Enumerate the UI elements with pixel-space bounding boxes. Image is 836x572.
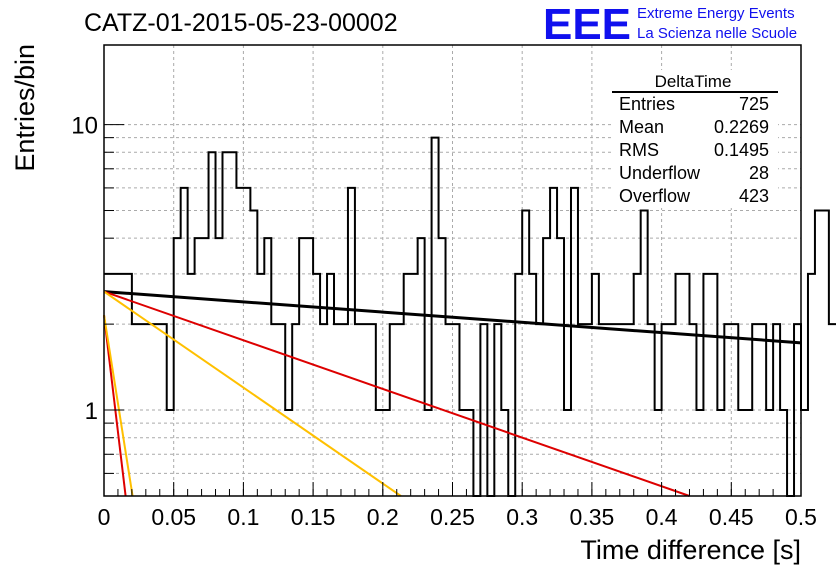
axes: 0 0.05 0.1 0.15 0.2 0.25 0.3 0.35 0.4 0.45 0.5 1 10 — [71, 113, 817, 530]
stats-row-label: Underflow — [619, 163, 701, 183]
stats-row-label: Overflow — [619, 186, 691, 206]
project-name-line2: La Scienza nelle Scuole — [637, 25, 797, 42]
eee-logo: EEE — [543, 0, 631, 49]
run-title: CATZ-01-2015-05-23-00002 — [84, 9, 398, 37]
stats-box-title: DeltaTime — [655, 72, 732, 91]
stats-row-value: 423 — [739, 186, 769, 206]
y-tick-label: 1 — [85, 398, 98, 425]
x-tick-label: 0.05 — [151, 504, 196, 530]
y-axis-title: Entries/bin — [10, 44, 40, 172]
stats-row-label: Mean — [619, 117, 664, 137]
fit-line — [103, 290, 402, 497]
x-tick-label: 0.4 — [646, 504, 678, 530]
stats-box: DeltaTime Entries 725 Mean 0.2269 RMS 0.1495 U… — [612, 70, 778, 208]
fit-lines — [103, 290, 802, 497]
x-tick-label: 0.2 — [367, 504, 399, 530]
fit-line — [103, 290, 690, 497]
x-tick-label: 0.15 — [291, 504, 336, 530]
x-axis-title: Time difference [s] — [580, 535, 801, 565]
plot-frame — [103, 44, 802, 497]
stats-row-value: 0.1495 — [714, 140, 769, 160]
stats-row-value: 725 — [739, 94, 769, 114]
x-tick-label: 0.45 — [709, 504, 754, 530]
x-tick-label: 0.35 — [570, 504, 615, 530]
x-tick-label: 0.25 — [430, 504, 475, 530]
stats-row-label: Entries — [619, 94, 675, 114]
project-name-line1: Extreme Energy Events — [637, 5, 795, 22]
fit-line — [103, 314, 134, 497]
histogram-steps — [104, 136, 836, 497]
x-tick-label: 0.1 — [227, 504, 259, 530]
fit-line — [103, 315, 127, 497]
y-tick-label: 10 — [71, 113, 98, 140]
histogram — [104, 136, 836, 497]
stats-row-label: RMS — [619, 140, 659, 160]
stats-row-value: 0.2269 — [714, 117, 769, 137]
x-tick-label: 0.5 — [785, 504, 817, 530]
x-tick-label: 0.3 — [506, 504, 538, 530]
x-tick-label: 0 — [98, 504, 111, 530]
stats-row-value: 28 — [749, 163, 769, 183]
fit-line — [103, 290, 802, 345]
